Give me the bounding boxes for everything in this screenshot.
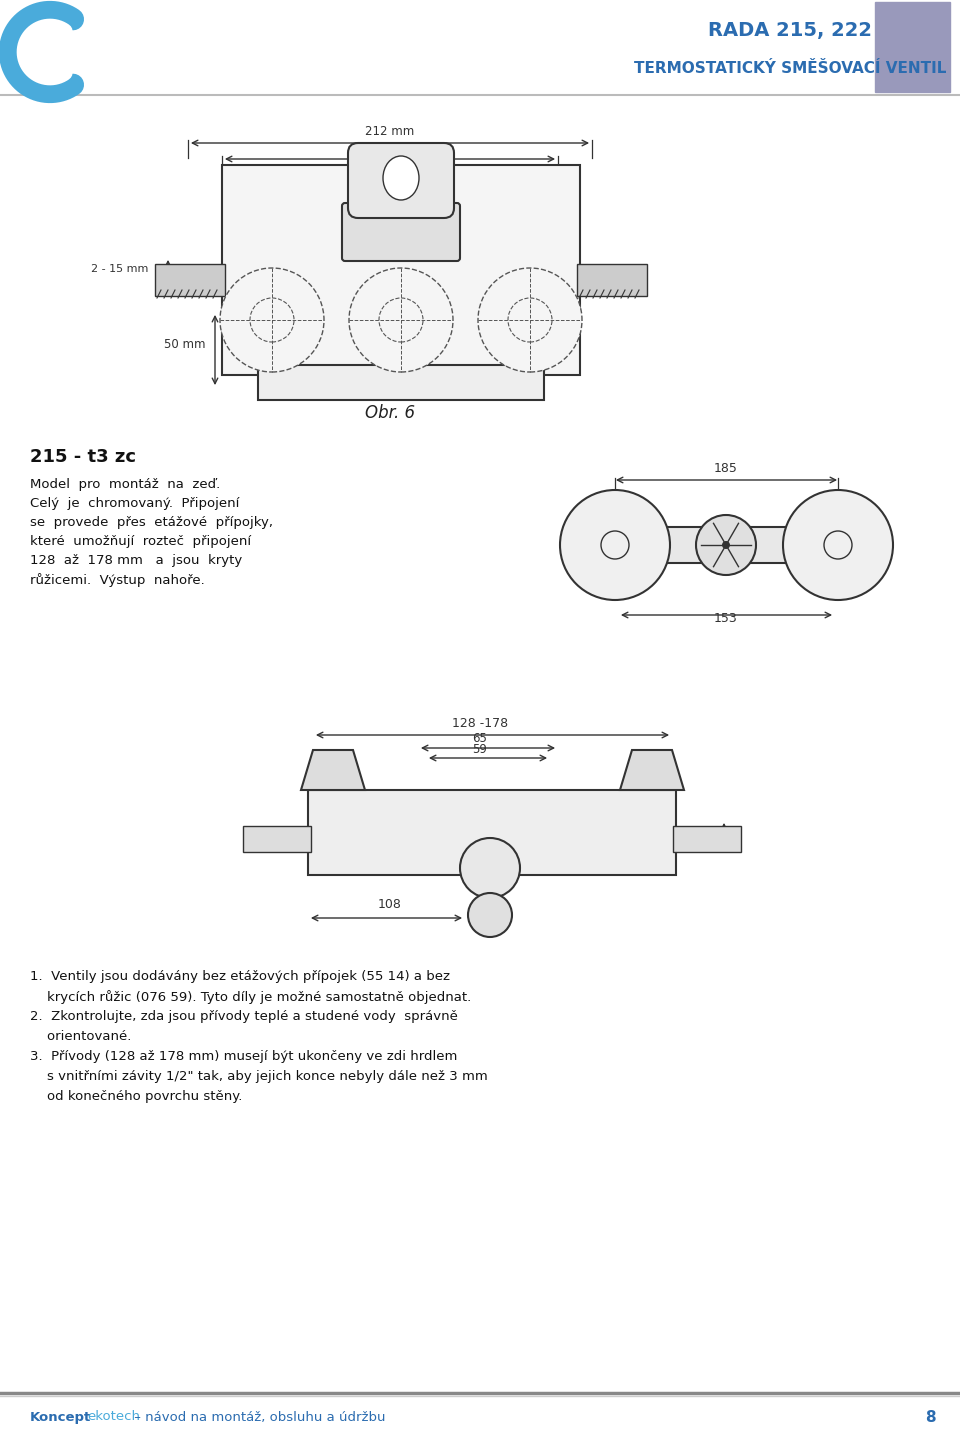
- Text: 215 - t3 zc: 215 - t3 zc: [30, 449, 136, 466]
- Text: ekotech: ekotech: [87, 1410, 140, 1423]
- Text: RADA 215, 222: RADA 215, 222: [708, 20, 872, 40]
- Text: 65: 65: [472, 732, 488, 745]
- Bar: [673, 825, 741, 853]
- Text: orientované.: orientované.: [30, 1030, 132, 1043]
- Bar: [577, 264, 647, 297]
- Bar: [222, 165, 580, 375]
- FancyBboxPatch shape: [342, 203, 460, 261]
- Text: od konečného povrchu stěny.: od konečného povrchu stěny.: [30, 1091, 242, 1103]
- FancyBboxPatch shape: [348, 143, 454, 218]
- Text: 29: 29: [727, 825, 743, 838]
- Polygon shape: [620, 749, 684, 790]
- Text: 2.  Zkontrolujte, zda jsou přívody teplé a studené vody  správně: 2. Zkontrolujte, zda jsou přívody teplé …: [30, 1010, 458, 1023]
- Bar: [155, 264, 225, 297]
- Text: růžicemi.  Výstup  nahoře.: růžicemi. Výstup nahoře.: [30, 573, 204, 588]
- Text: 212 mm: 212 mm: [366, 125, 415, 138]
- Bar: [615, 527, 838, 563]
- Text: 128 -178: 128 -178: [452, 716, 508, 729]
- Text: 8: 8: [924, 1410, 935, 1424]
- Bar: [308, 790, 676, 876]
- Text: Celý  je  chromovaný.  Připojení: Celý je chromovaný. Připojení: [30, 497, 239, 510]
- Text: se  provede  přes  etážové  přípojky,: se provede přes etážové přípojky,: [30, 516, 273, 529]
- Circle shape: [783, 490, 893, 600]
- Polygon shape: [301, 749, 365, 790]
- Text: 3.  Přívody (128 až 178 mm) musejí být ukončeny ve zdi hrdlem: 3. Přívody (128 až 178 mm) musejí být uk…: [30, 1050, 457, 1063]
- Bar: [258, 365, 544, 400]
- Text: 108: 108: [378, 898, 402, 911]
- Circle shape: [560, 490, 670, 600]
- Bar: [875, 1, 950, 92]
- Text: Koncept: Koncept: [30, 1410, 91, 1423]
- Text: 15: 15: [617, 272, 632, 285]
- Text: 153: 153: [714, 612, 738, 625]
- Bar: [243, 825, 311, 853]
- Text: které  umožňují  rozteč  připojení: které umožňují rozteč připojení: [30, 535, 252, 547]
- Circle shape: [460, 838, 520, 898]
- Text: – návod na montáž, obsluhu a údržbu: – návod na montáž, obsluhu a údržbu: [130, 1410, 386, 1423]
- Ellipse shape: [383, 156, 419, 201]
- Text: 128  až  178 mm   a  jsou  kryty: 128 až 178 mm a jsou kryty: [30, 555, 242, 567]
- Text: 1.  Ventily jsou dodávány bez etážových přípojek (55 14) a bez: 1. Ventily jsou dodávány bez etážových p…: [30, 970, 450, 983]
- Text: krycích růžic (076 59). Tyto díly je možné samostatně objednat.: krycích růžic (076 59). Tyto díly je mož…: [30, 990, 471, 1005]
- Text: 185: 185: [714, 461, 738, 474]
- Text: 59: 59: [472, 742, 488, 757]
- Text: Model  pro  montáž  na  zeď.: Model pro montáž na zeď.: [30, 479, 220, 492]
- Text: Obr. 6: Obr. 6: [365, 404, 415, 421]
- Text: TERMOSTATICKÝ SMĚŠOVACÍ VENTIL: TERMOSTATICKÝ SMĚŠOVACÍ VENTIL: [634, 60, 947, 76]
- Circle shape: [478, 268, 582, 373]
- Text: 2 - 15 mm: 2 - 15 mm: [90, 264, 148, 274]
- Text: 50 mm: 50 mm: [163, 338, 205, 351]
- Circle shape: [696, 514, 756, 575]
- Circle shape: [220, 268, 324, 373]
- Circle shape: [722, 542, 730, 549]
- Circle shape: [468, 893, 512, 937]
- Circle shape: [349, 268, 453, 373]
- Text: 180 mm: 180 mm: [366, 142, 415, 155]
- Text: s vnitřními závity 1/2" tak, aby jejich konce nebyly dále než 3 mm: s vnitřními závity 1/2" tak, aby jejich …: [30, 1070, 488, 1083]
